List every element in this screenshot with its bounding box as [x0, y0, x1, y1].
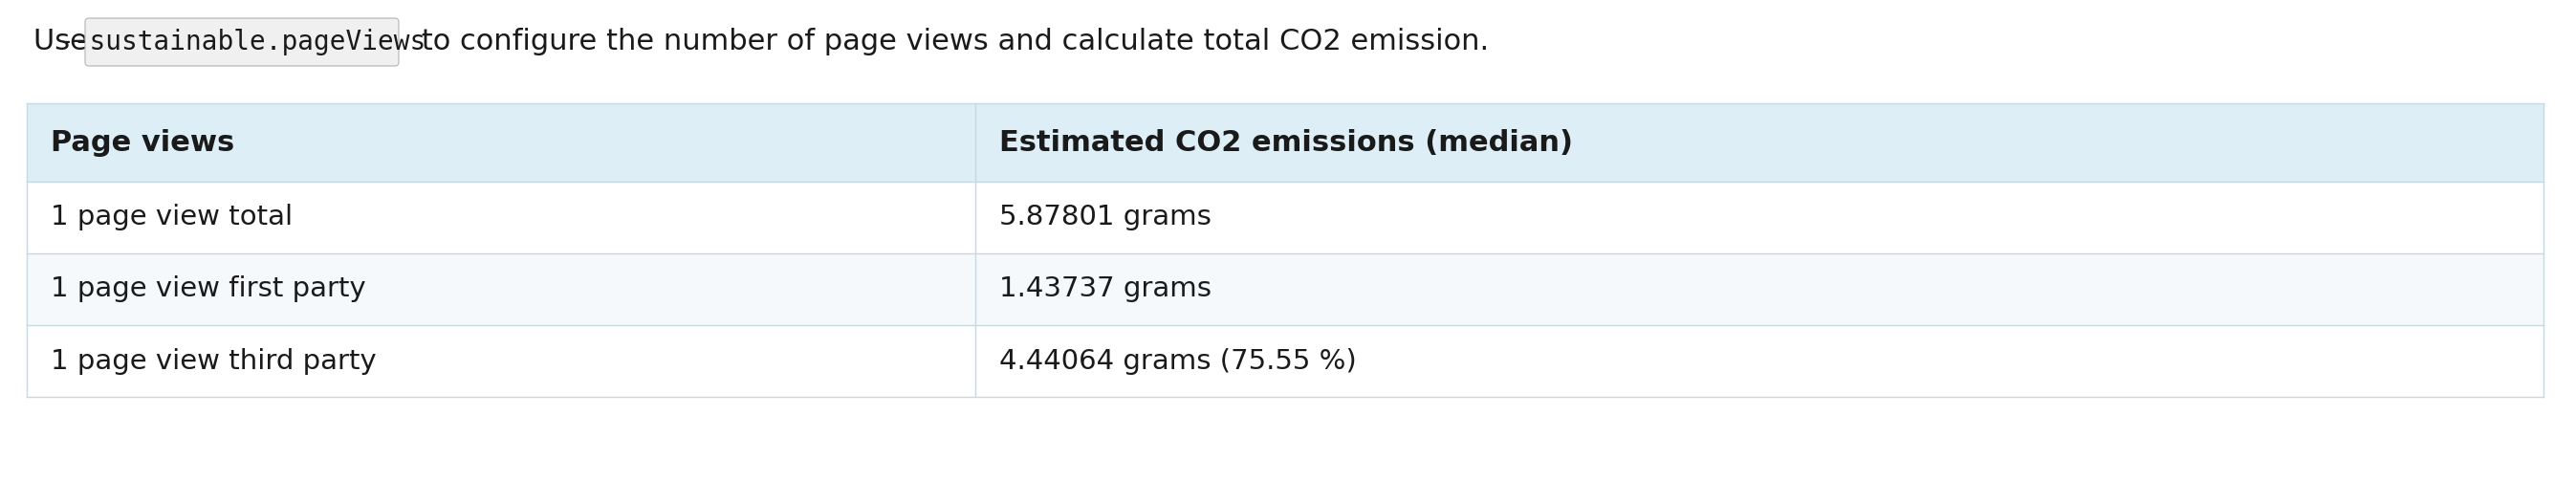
Bar	[26, 254, 2543, 325]
Text: Use: Use	[33, 28, 98, 56]
Bar	[26, 103, 2543, 182]
Text: 5.87801 grams: 5.87801 grams	[999, 204, 1211, 231]
Text: 1 page view third party: 1 page view third party	[52, 348, 376, 374]
Text: 1 page view total: 1 page view total	[52, 204, 294, 231]
Text: to configure the number of page views and calculate total CO2 emission.: to configure the number of page views an…	[412, 28, 1489, 56]
Text: Page views: Page views	[52, 129, 234, 156]
Text: 1.43737 grams: 1.43737 grams	[999, 276, 1211, 303]
Bar	[26, 325, 2543, 397]
Text: 1 page view first party: 1 page view first party	[52, 276, 366, 303]
Text: --sustainable.pageViews: --sustainable.pageViews	[57, 29, 425, 55]
Text: Estimated CO2 emissions (median): Estimated CO2 emissions (median)	[999, 129, 1574, 156]
Text: 4.44064 grams (75.55 %): 4.44064 grams (75.55 %)	[999, 348, 1358, 374]
Bar	[26, 182, 2543, 254]
FancyBboxPatch shape	[85, 18, 399, 66]
